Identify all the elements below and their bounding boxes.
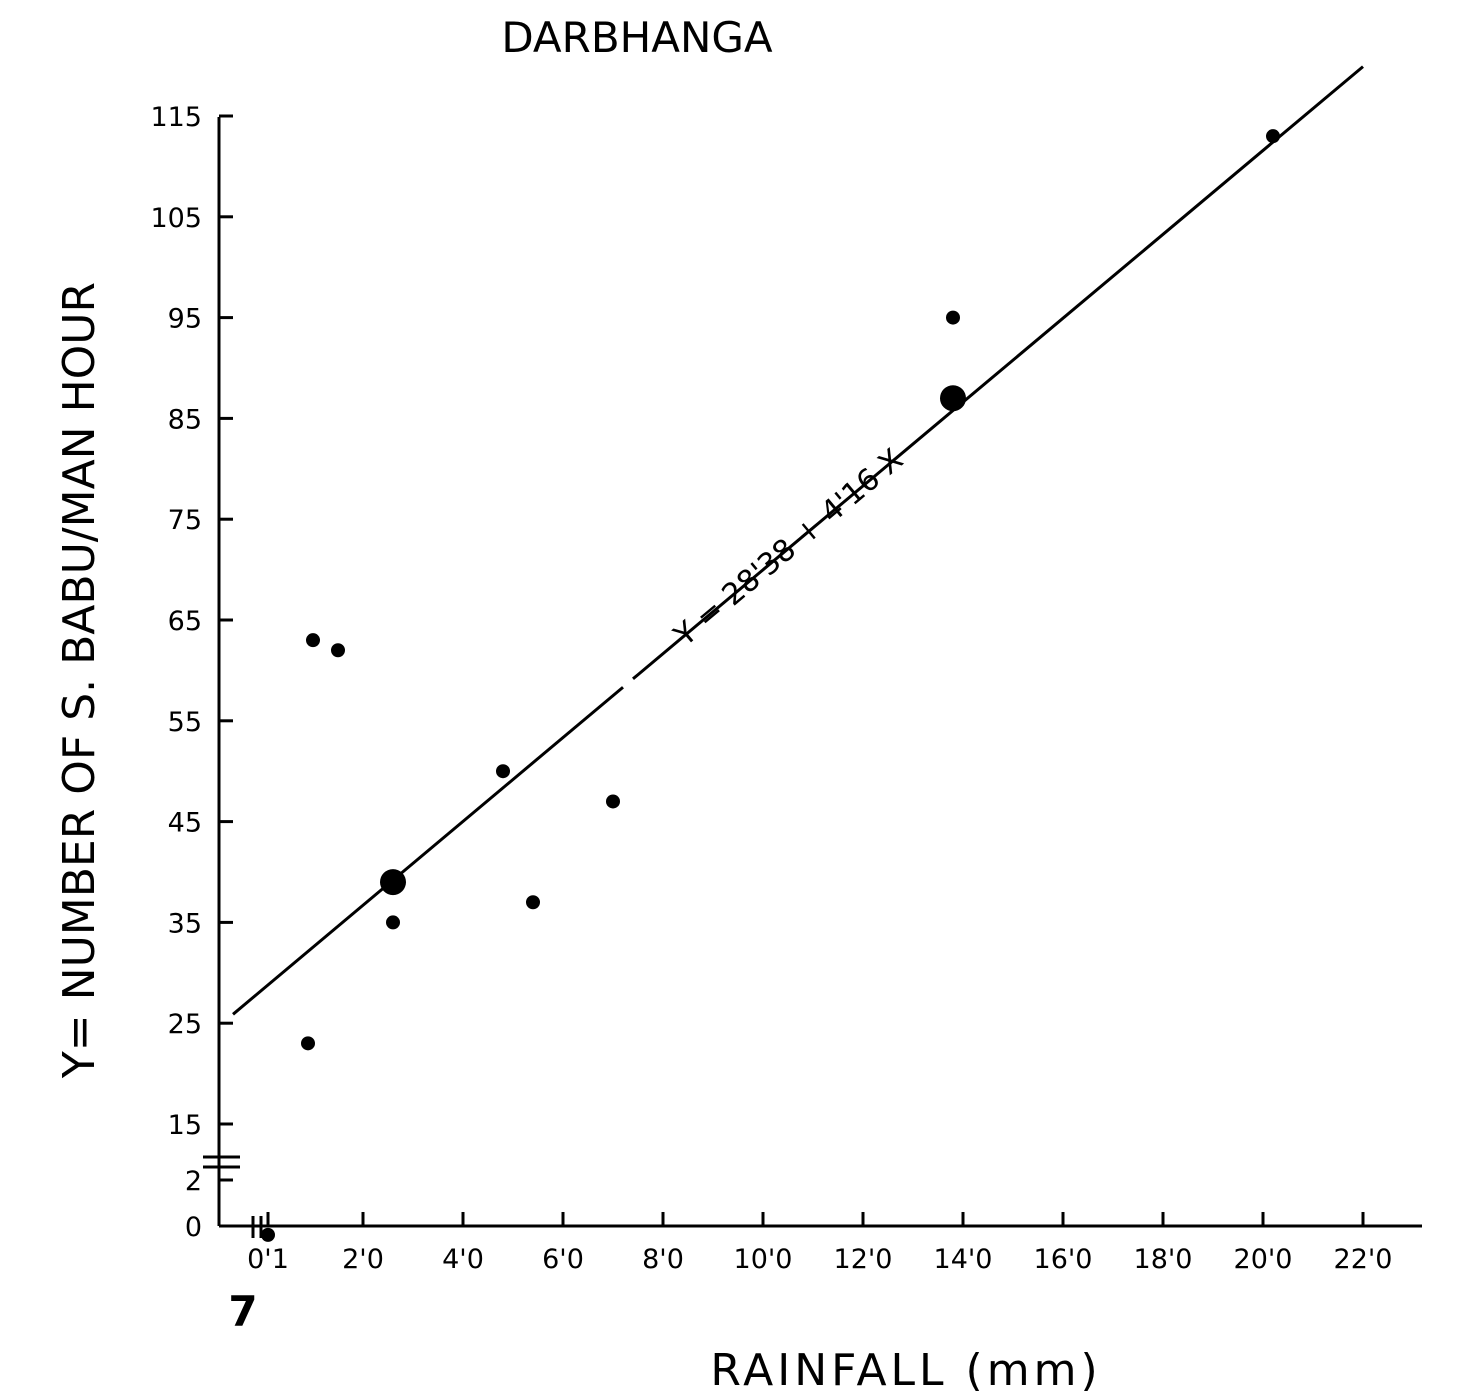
x-tick-label: 0'1 (247, 1244, 289, 1275)
x-tick-label: 12'0 (834, 1244, 893, 1275)
data-point (301, 1036, 315, 1051)
x-tick-label: 14'0 (934, 1244, 993, 1275)
y-tick-label: 55 (168, 707, 202, 738)
y-tick-label: 75 (168, 505, 202, 536)
data-point (496, 764, 510, 779)
y-tick-label: 85 (168, 404, 202, 435)
regression-equation-label: Y = 28'38 + 4'16 X (667, 442, 910, 654)
data-points (261, 129, 1280, 1242)
y-tick-label: 0 (185, 1212, 202, 1243)
x-tick-label: 18'0 (1134, 1244, 1193, 1275)
data-point (261, 1227, 275, 1242)
regression-line-group: Y = 28'38 + 4'16 X (232, 65, 1364, 1016)
x-tick-label: 16'0 (1034, 1244, 1093, 1275)
data-point (1266, 129, 1280, 144)
highlighted-data-point (380, 869, 406, 896)
y-tick-label: 65 (168, 606, 202, 637)
data-point (386, 915, 400, 930)
y-tick-label: 25 (168, 1009, 202, 1040)
y-tick-label: 95 (168, 304, 202, 335)
chart-title: DARBHANGA (501, 13, 773, 62)
axes (203, 117, 1422, 1238)
data-point (331, 643, 345, 658)
data-point (526, 895, 540, 910)
y-tick-label: 2 (185, 1166, 202, 1197)
regression-line (232, 686, 624, 1016)
y-tick-label: 105 (150, 203, 202, 234)
y-tick-label: 115 (150, 102, 202, 133)
data-point (606, 794, 620, 809)
x-tick-label: 2'0 (342, 1244, 384, 1275)
x-axis-label: RAINFALL (mm) (710, 1345, 1101, 1396)
highlighted-data-point (940, 385, 966, 412)
ticks: 0 2 15 25 35 45 55 65 75 85 95 105 115 0'1 2'0 4'0 6'0 8'… (150, 102, 1392, 1275)
y-axis-label: Y= NUMBER OF S. BABU/MAN HOUR (54, 282, 105, 1079)
data-point (946, 310, 960, 325)
y-tick-label: 35 (168, 908, 202, 939)
figure-number: 7 (228, 1287, 257, 1336)
x-tick-label: 4'0 (442, 1244, 484, 1275)
x-tick-label: 6'0 (542, 1244, 584, 1275)
x-tick-label: 8'0 (642, 1244, 684, 1275)
data-point (306, 633, 320, 648)
y-tick-label: 45 (168, 808, 202, 839)
y-tick-label: 15 (168, 1110, 202, 1141)
x-tick-label: 10'0 (734, 1244, 793, 1275)
regression-line (632, 65, 1364, 680)
x-tick-label: 22'0 (1334, 1244, 1393, 1275)
x-tick-label: 20'0 (1234, 1244, 1293, 1275)
